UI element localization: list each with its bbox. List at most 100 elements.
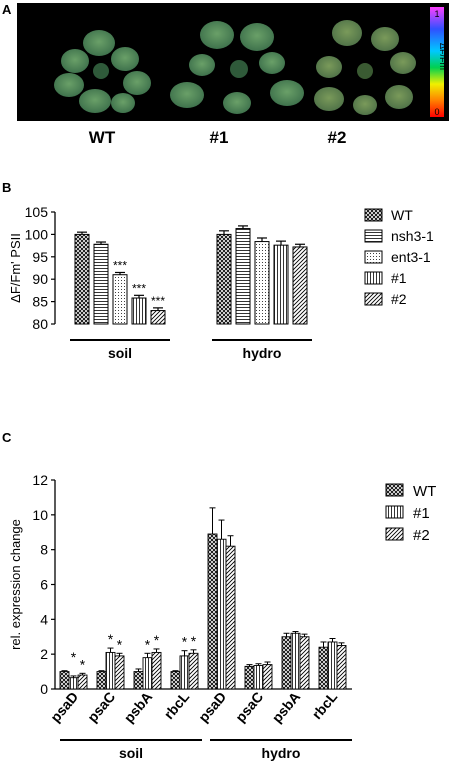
bar-hydro-WT [216,233,232,325]
legend-swatch-WT [385,483,404,497]
y-tick-label: 4 [40,611,48,627]
bar-hydro-ent3-1 [254,241,270,325]
legend-swatch-WT [364,208,383,222]
bar-psaD-#1 [68,677,79,690]
rosette-2 [314,20,416,115]
y-tick-label: 8 [40,542,48,558]
x-tick-label: rbcL [161,688,193,722]
bar-hydro-#2 [292,246,308,325]
y-tick-label: 0 [40,681,48,697]
rosette-1 [170,21,304,114]
panel-b-letter: B [2,180,12,195]
genotype-label-1: #1 [209,128,229,147]
bar-rbcL-#2 [336,645,347,690]
plant-fluorescence-image: 1 0 ΔF/Fm' [17,3,449,121]
y-tick-label: 12 [32,472,48,488]
panel-c-letter: C [2,430,12,445]
scale-title: ΔF/Fm' [438,43,448,72]
legend-label-#2: #2 [391,291,407,307]
significance-mark: * [154,632,160,648]
scale-max-label: 1 [434,9,439,19]
legend-swatch-#2 [364,292,383,306]
bar-rbcL-WT [170,671,181,690]
significance-mark: *** [132,281,146,295]
significance-mark: *** [151,294,165,308]
bar-psaC-#2 [114,655,125,690]
x-tick-label: psbA [121,689,156,726]
bar-psaD-#1 [216,538,227,690]
bar-psbA-#1 [142,657,153,690]
group-label-hydro: hydro [262,745,301,761]
bar-psaC-WT [96,671,107,690]
panel-a-letter: A [2,2,12,17]
bar-psaC-#2 [262,664,273,690]
significance-mark: *** [113,258,127,272]
legend-swatch-ent3-1 [364,250,383,264]
significance-mark: * [108,631,114,647]
bar-psaD-WT [59,671,70,690]
bar-psbA-WT [133,671,144,690]
bar-rbcL-#1 [327,641,338,690]
bar-soil-WT [74,233,90,325]
bar-hydro-#1 [273,244,289,325]
x-tick-label: psaC [232,689,266,726]
legend-label-ent3-1: ent3-1 [391,249,431,265]
bar-psaC-WT [244,665,255,690]
x-tick-label: psaD [47,689,81,726]
y-tick-label: 95 [32,249,48,265]
legend-swatch-nsh3-1 [364,229,383,243]
bar-psbA-#1 [290,632,301,690]
bar-psbA-#2 [151,651,162,690]
y-tick-label: 6 [40,577,48,593]
x-tick-label: psbA [269,689,304,726]
bar-psaC-#1 [105,651,116,690]
group-label-soil: soil [108,345,132,361]
legend-label-WT: WT [413,483,436,500]
bar-psbA-WT [281,636,292,690]
legend-swatch-#2 [385,527,404,541]
scale-min-label: 0 [434,107,439,117]
significance-mark: * [191,633,197,649]
rosette-images: 1 0 ΔF/Fm' [54,7,448,117]
bar-rbcL-WT [318,646,329,690]
bar-psbA-#2 [299,636,310,690]
y-tick-label: 100 [25,226,49,242]
bar-rbcL-#1 [179,655,190,690]
color-scale-bar [430,7,444,117]
significance-mark: * [182,634,188,650]
legend-label-WT: WT [391,207,413,223]
legend-label-#1: #1 [413,505,430,522]
y-tick-label: 90 [32,271,48,287]
bar-psaD-#2 [225,545,236,690]
legend-swatch-#1 [364,271,383,285]
significance-mark: * [145,636,151,652]
x-tick-label: psaD [195,689,229,726]
y-axis-label: ΔF/Fm' PSII [8,233,23,303]
bar-soil-#1 [131,297,147,325]
legend-swatch-#1 [385,505,404,519]
bar-soil-#2 [150,310,166,325]
group-label-soil: soil [119,745,143,761]
bar-soil-nsh3-1 [93,243,109,325]
bar-hydro-nsh3-1 [235,228,251,325]
rosette-wt [54,30,151,113]
legend-label-#1: #1 [391,270,407,286]
genotype-label-wt: WT [88,128,116,147]
x-tick-label: psaC [84,689,118,726]
bar-psaD-WT [207,533,218,690]
significance-mark: * [80,656,86,672]
bar-rbcL-#2 [188,652,199,690]
y-tick-label: 105 [25,204,49,220]
significance-mark: * [71,649,77,665]
bar-psaD-#2 [77,674,88,690]
x-tick-label: rbcL [309,688,341,722]
legend-label-#2: #2 [413,527,430,544]
y-tick-label: 85 [32,294,48,310]
y-tick-label: 2 [40,646,48,662]
y-tick-label: 80 [32,316,48,332]
significance-mark: * [117,636,123,652]
bar-soil-ent3-1 [112,274,128,325]
genotype-label-2: #2 [327,128,347,147]
